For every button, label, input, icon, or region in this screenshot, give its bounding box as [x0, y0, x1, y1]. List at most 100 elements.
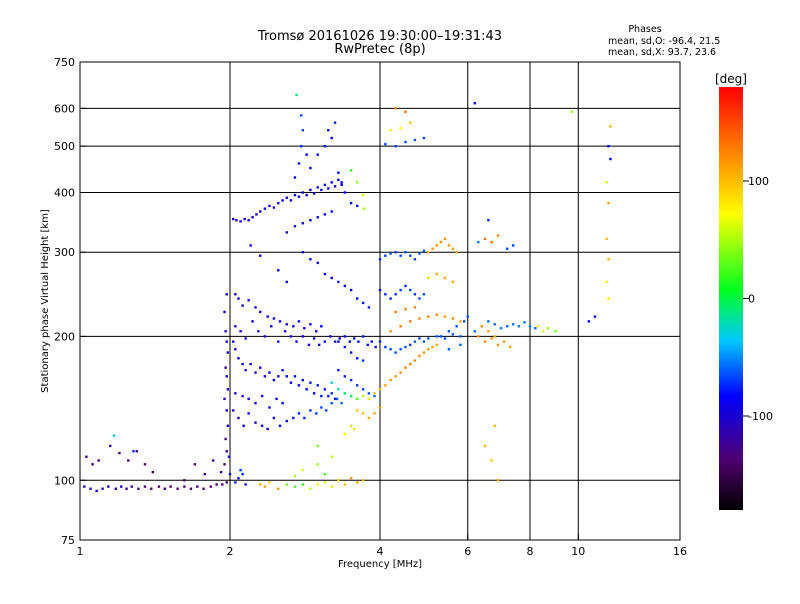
data-point [455, 251, 458, 254]
data-point [422, 249, 426, 253]
data-point [257, 330, 260, 333]
data-point [361, 301, 365, 305]
data-point [323, 272, 327, 276]
data-point [272, 416, 276, 420]
data-point [189, 487, 193, 490]
data-point [404, 345, 407, 349]
data-point [340, 183, 343, 187]
data-point [330, 136, 333, 140]
data-point [483, 444, 487, 448]
data-point [316, 261, 319, 265]
data-point [330, 276, 333, 280]
data-point [289, 335, 293, 338]
data-point [295, 340, 298, 343]
data-point [242, 424, 245, 428]
data-point [473, 330, 477, 333]
data-point [281, 199, 284, 202]
data-point [490, 459, 493, 462]
data-point [399, 371, 402, 374]
data-point [193, 463, 197, 466]
data-point [293, 225, 297, 228]
data-point [473, 101, 477, 105]
data-point [305, 153, 308, 156]
data-point [225, 375, 228, 378]
data-point [367, 392, 371, 395]
data-point [254, 371, 257, 374]
data-point [541, 330, 545, 333]
data-point [225, 450, 228, 453]
data-point [285, 483, 288, 486]
data-point [605, 280, 608, 284]
data-point [163, 487, 167, 490]
data-point [292, 325, 295, 328]
data-point [226, 388, 230, 391]
data-point [330, 381, 333, 384]
data-point [447, 330, 451, 333]
data-point [337, 171, 340, 174]
data-point [247, 219, 250, 222]
data-point [277, 269, 280, 272]
data-point [349, 424, 353, 428]
data-point [244, 368, 247, 372]
data-point [277, 340, 280, 343]
data-point [404, 110, 407, 114]
data-point [254, 401, 257, 405]
data-point [427, 337, 430, 340]
data-point [459, 335, 462, 338]
data-point [320, 188, 323, 192]
data-point [137, 487, 140, 490]
data-point [355, 357, 359, 360]
data-point [361, 394, 365, 398]
data-point [477, 240, 480, 244]
data-point [409, 343, 412, 347]
data-point [404, 366, 407, 369]
data-point [275, 397, 278, 401]
data-point [355, 297, 359, 300]
data-point [219, 470, 223, 474]
data-point [237, 357, 240, 360]
data-point [355, 181, 359, 184]
data-point [259, 310, 262, 314]
data-point [293, 193, 297, 197]
data-point [505, 325, 509, 328]
data-point [303, 327, 306, 330]
data-point [378, 388, 382, 391]
data-point [389, 348, 392, 351]
data-point [277, 201, 280, 205]
x-tick-label: 2 [227, 545, 234, 558]
y-tick-label: 200 [54, 330, 75, 343]
data-point [234, 392, 237, 395]
x-axis-label: Frequency [MHz] [338, 559, 422, 570]
data-point [300, 114, 303, 117]
data-point [422, 136, 426, 140]
data-point [427, 251, 430, 254]
data-point [277, 487, 280, 490]
data-point [451, 280, 455, 284]
data-point [607, 297, 610, 300]
data-point [260, 394, 264, 398]
data-point [327, 187, 330, 190]
data-point [443, 315, 447, 318]
data-point [211, 459, 215, 462]
data-point [301, 468, 305, 472]
data-point [593, 315, 597, 318]
data-point [399, 288, 402, 292]
data-point [127, 459, 130, 462]
data-point [496, 234, 500, 237]
data-point [259, 483, 262, 486]
data-point [384, 142, 387, 146]
data-point [607, 258, 610, 261]
data-point [254, 421, 257, 424]
data-point [255, 213, 258, 216]
data-point [418, 354, 421, 358]
data-point [315, 330, 318, 333]
data-point [309, 219, 312, 222]
data-point [413, 258, 417, 261]
data-point [404, 251, 407, 254]
data-point [234, 348, 237, 351]
data-point [305, 193, 308, 197]
data-point [502, 340, 506, 343]
data-point [135, 450, 138, 453]
data-point [120, 485, 123, 488]
data-point [132, 450, 135, 453]
